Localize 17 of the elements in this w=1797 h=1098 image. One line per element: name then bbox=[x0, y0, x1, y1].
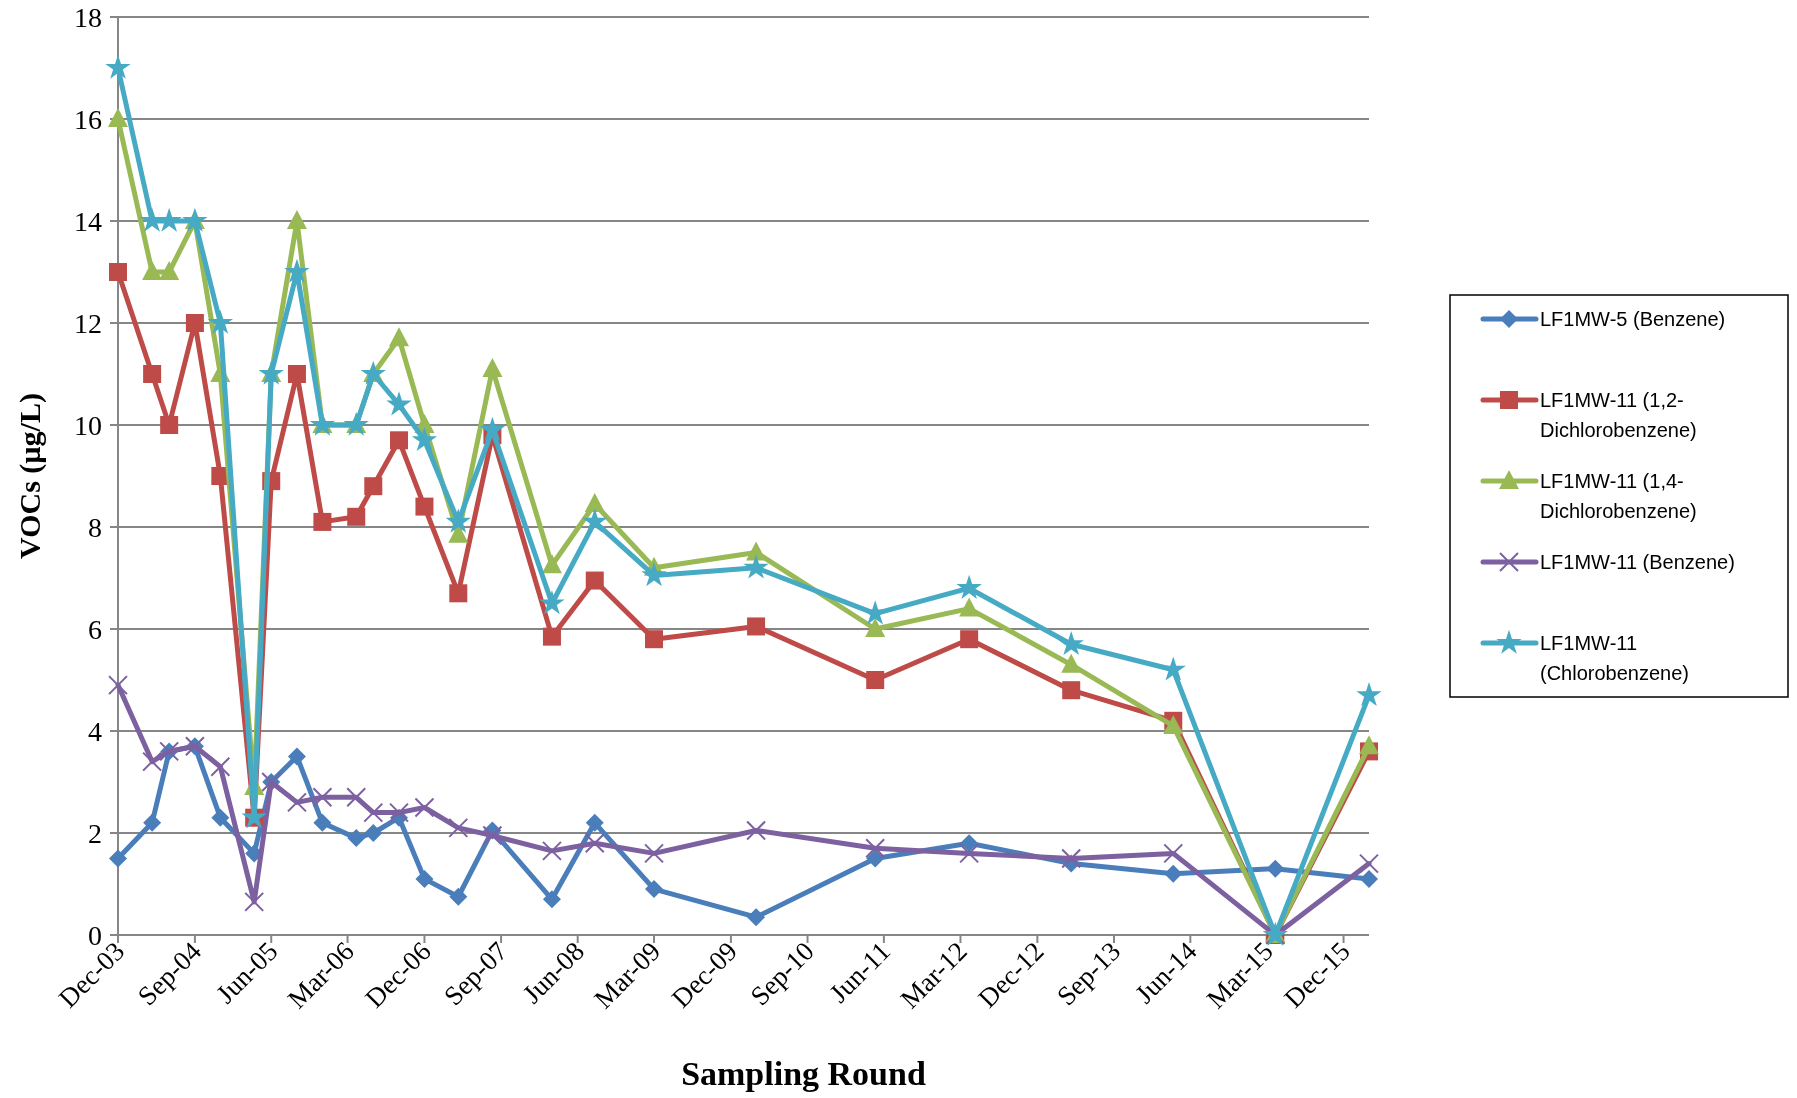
legend-label: LF1MW-11 (Benzene) bbox=[1540, 551, 1735, 573]
legend-label: LF1MW-11 (1,2-Dichlorobenzene) bbox=[1540, 389, 1697, 441]
y-tick-label: 10 bbox=[74, 409, 102, 441]
y-tick-label: 0 bbox=[88, 919, 102, 951]
y-tick-label: 12 bbox=[74, 307, 102, 339]
legend-label: LF1MW-5 (Benzene) bbox=[1540, 308, 1726, 330]
x-axis-title: Sampling Round bbox=[681, 1055, 926, 1092]
y-axis-title: VOCs (µg/L) bbox=[13, 393, 47, 559]
y-tick-label: 16 bbox=[74, 103, 102, 135]
legend-label: LF1MW-11 (Chlorobenzene) bbox=[1540, 632, 1689, 684]
y-tick-label: 6 bbox=[88, 613, 102, 645]
y-tick-label: 4 bbox=[88, 715, 102, 747]
y-tick-label: 8 bbox=[88, 511, 102, 543]
y-tick-label: 2 bbox=[88, 817, 102, 849]
y-tick-label: 18 bbox=[74, 1, 102, 33]
y-tick-label: 14 bbox=[74, 205, 102, 237]
legend-label: LF1MW-11 (1,4-Dichlorobenzene) bbox=[1540, 470, 1697, 522]
